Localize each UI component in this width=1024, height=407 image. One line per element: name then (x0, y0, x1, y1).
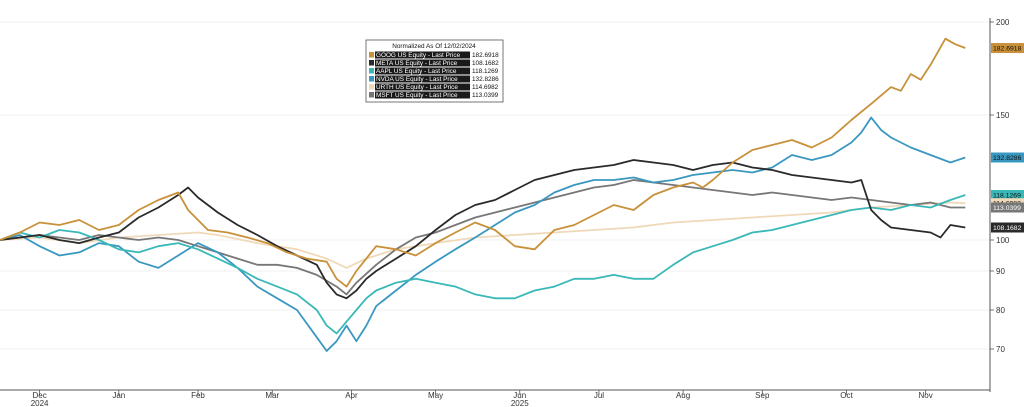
x-tick-year-label: 2025 (511, 399, 529, 407)
legend-label-bg (375, 91, 470, 99)
end-label-value: 118.1269 (993, 192, 1021, 199)
x-tick-label: Aug (676, 391, 690, 400)
end-label-box (991, 222, 1024, 233)
end-label-box (991, 190, 1024, 200)
legend-swatch (369, 60, 374, 66)
legend-label: MSFT US Equity - Last Price (376, 92, 458, 99)
legend-rows: GOOG US Equity - Last Price 182.6918 META … (369, 51, 499, 99)
legend-swatch (369, 76, 374, 82)
legend-value: 108.1682 (472, 60, 499, 67)
legend-label-bg (375, 75, 470, 83)
legend-value: 132.8286 (472, 76, 499, 83)
end-label-value: 108.1682 (993, 225, 1022, 232)
series-line-nvda (0, 116, 966, 352)
y-tick-label: 90 (996, 267, 1005, 276)
y-tick-label: 150 (996, 111, 1010, 120)
series-line-aapl (0, 194, 966, 335)
legend: Normalized As Of 12/02/2024 GOOG US Equi… (365, 39, 504, 103)
x-tick-label: Jun (513, 391, 526, 400)
x-tick-label: Mar (265, 391, 279, 400)
end-labels: 182.6918108.1682118.1269132.8286114.6982… (991, 43, 1024, 233)
x-tick-year-label: 2024 (31, 399, 49, 407)
legend-label-bg (375, 59, 470, 67)
series-line-urth (0, 201, 966, 269)
series-line-goog (0, 37, 966, 288)
axes (0, 18, 991, 392)
legend-value: 113.0399 (472, 92, 499, 99)
x-tick-label: Nov (919, 391, 933, 400)
legend-label: AAPL US Equity - Last Price (376, 68, 457, 75)
legend-label: META US Equity - Last Price (376, 60, 458, 67)
x-tick-label: Feb (191, 391, 205, 400)
legend-value: 114.6982 (472, 84, 499, 91)
legend-swatch (369, 84, 374, 90)
grid-lines (0, 21, 990, 350)
legend-label-bg (375, 83, 470, 91)
y-tick-label: 80 (996, 306, 1005, 315)
end-label-value: 182.6918 (993, 45, 1022, 52)
series-line-meta (0, 159, 966, 300)
x-tick-label: Dec (32, 391, 46, 400)
series-line-msft (0, 179, 966, 296)
legend-swatch (369, 52, 374, 58)
x-tick-label: May (428, 391, 443, 400)
legend-label-bg (375, 51, 470, 59)
x-tick-label: Apr (345, 391, 358, 400)
end-label-value: 113.0399 (993, 205, 1021, 212)
y-tick-label: 200 (996, 18, 1010, 27)
legend-swatch (369, 92, 374, 98)
x-tick-label: Jul (594, 391, 604, 400)
legend-label: NVDA US Equity - Last Price (376, 76, 458, 83)
end-label-value: 132.8286 (993, 155, 1022, 162)
y-axis-ticks: 70 80 90 100 150 200 (990, 18, 1010, 354)
chart-title: Normalized As Of 12/02/2024 (392, 43, 476, 50)
y-tick-label: 100 (996, 236, 1010, 245)
end-label-box (991, 152, 1024, 163)
legend-value: 182.6918 (472, 52, 499, 59)
legend-label: URTH US Equity - Last Price (376, 84, 458, 91)
x-tick-label: Jan (112, 391, 125, 400)
legend-value: 118.1269 (472, 68, 499, 75)
y-tick-label: 70 (996, 345, 1005, 354)
legend-swatch (369, 68, 374, 74)
end-label-box (991, 43, 1024, 54)
legend-label: GOOG US Equity - Last Price (376, 52, 461, 59)
x-tick-label: Oct (840, 391, 853, 400)
legend-label-bg (375, 67, 470, 75)
series-layer (0, 37, 966, 352)
x-tick-label: Sep (755, 391, 770, 400)
end-label-box (991, 202, 1024, 213)
